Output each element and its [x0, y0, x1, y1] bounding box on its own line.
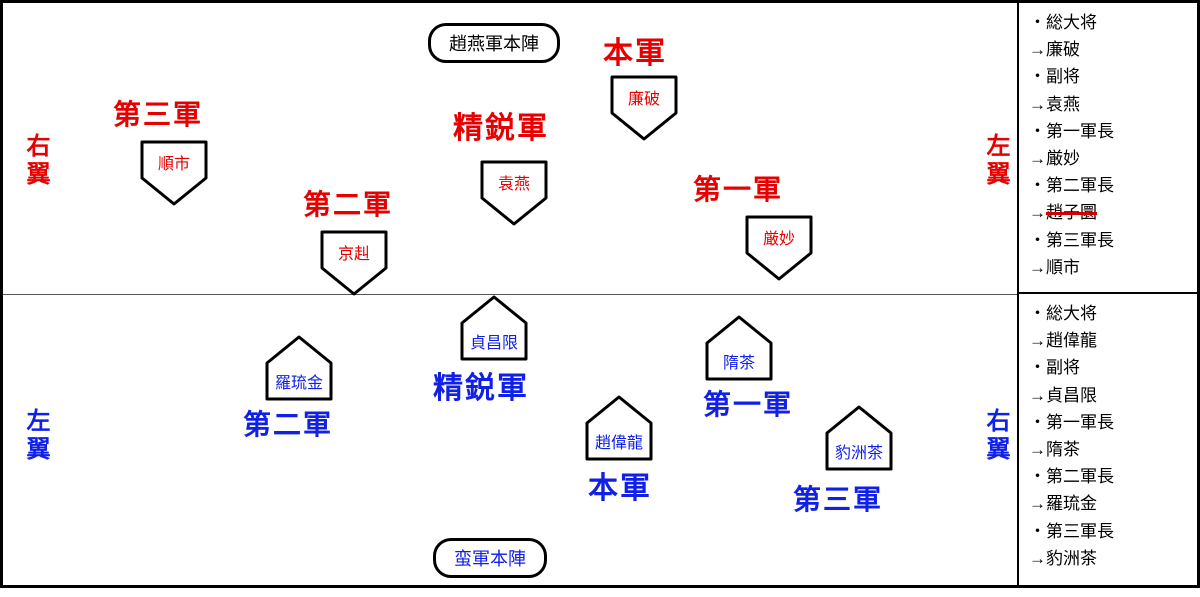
unit-commander-label: 趙偉龍 [595, 429, 643, 453]
sidebar: ・総大将→廉破・副将→袁燕・第一軍長→厳妙・第二軍長→趙子圜・第三軍長→順市 ・… [1017, 3, 1197, 585]
unit-title-blue1: 第一軍 [703, 383, 793, 423]
sidebar-line: →厳妙 [1029, 145, 1189, 172]
sidebar-line: ・第一軍長 [1029, 409, 1189, 436]
midline [3, 294, 1017, 295]
unit-commander-label: 京赳 [338, 240, 370, 264]
unit-title-blue2: 第二軍 [243, 403, 333, 443]
unit-commander-label: 羅琉金 [275, 369, 323, 393]
sidebar-line: ・副将 [1029, 354, 1189, 381]
sidebar-line: →趙子圜 [1029, 199, 1189, 226]
unit-commander-label: 厳妙 [763, 225, 795, 249]
sidebar-line: ・第二軍長 [1029, 172, 1189, 199]
bottom-hq-pill: 蛮軍本陣 [433, 538, 547, 578]
unit-title-blue3: 第三軍 [793, 478, 883, 518]
unit-red_elite: 袁燕 [478, 158, 550, 228]
sidebar-bottom-roster: ・総大将→趙偉龍・副将→貞昌限・第一軍長→隋茶・第二軍長→羅琉金・第三軍長→豹洲… [1019, 294, 1197, 597]
unit-title-blue_elite: 精鋭軍 [433, 363, 529, 407]
unit-commander-label: 豹洲茶 [835, 439, 883, 463]
sidebar-line: ・総大将 [1029, 9, 1189, 36]
sidebar-top-roster: ・総大将→廉破・副将→袁燕・第一軍長→厳妙・第二軍長→趙子圜・第三軍長→順市 [1019, 3, 1197, 294]
unit-blue_main: 趙偉龍 [583, 393, 655, 463]
wing-bot-left: 左翼 [18, 408, 53, 464]
unit-commander-label: 貞昌限 [470, 329, 518, 353]
sidebar-line: →豹洲茶 [1029, 545, 1189, 572]
unit-blue2: 羅琉金 [263, 333, 335, 403]
unit-title-red_elite: 精鋭軍 [453, 103, 549, 147]
unit-commander-label: 隋茶 [723, 349, 755, 373]
unit-blue1: 隋茶 [703, 313, 775, 383]
sidebar-line: →袁燕 [1029, 91, 1189, 118]
battlefield: 右翼 左翼 左翼 右翼 趙燕軍本陣 蛮軍本陣 順市第三軍 京赳第二軍 袁燕精鋭軍… [3, 3, 1017, 585]
unit-red_main: 廉破 [608, 73, 680, 143]
sidebar-line: →順市 [1029, 254, 1189, 281]
unit-red1: 厳妙 [743, 213, 815, 283]
sidebar-line: →隋茶 [1029, 436, 1189, 463]
top-hq-pill: 趙燕軍本陣 [428, 23, 560, 63]
sidebar-line: ・総大将 [1029, 300, 1189, 327]
unit-title-red2: 第二軍 [303, 183, 393, 223]
sidebar-line: →羅琉金 [1029, 490, 1189, 517]
unit-blue3: 豹洲茶 [823, 403, 895, 473]
unit-title-red1: 第一軍 [693, 168, 783, 208]
sidebar-line: →廉破 [1029, 36, 1189, 63]
wing-bot-right: 右翼 [978, 408, 1013, 464]
unit-red3: 順市 [138, 138, 210, 208]
sidebar-line: ・第一軍長 [1029, 118, 1189, 145]
unit-blue_elite: 貞昌限 [458, 293, 530, 363]
sidebar-line: ・第三軍長 [1029, 518, 1189, 545]
wing-top-right: 左翼 [978, 133, 1013, 189]
sidebar-line: ・第二軍長 [1029, 463, 1189, 490]
sidebar-line: ・第三軍長 [1029, 227, 1189, 254]
unit-title-red_main: 本軍 [603, 28, 667, 72]
unit-red2: 京赳 [318, 228, 390, 298]
unit-commander-label: 廉破 [628, 85, 660, 109]
unit-commander-label: 順市 [158, 150, 190, 174]
wing-top-left: 右翼 [18, 133, 53, 189]
unit-title-blue_main: 本軍 [588, 463, 652, 507]
sidebar-line: →趙偉龍 [1029, 327, 1189, 354]
unit-title-red3: 第三軍 [113, 93, 203, 133]
diagram-frame: ・総大将→廉破・副将→袁燕・第一軍長→厳妙・第二軍長→趙子圜・第三軍長→順市 ・… [0, 0, 1200, 588]
sidebar-line: →貞昌限 [1029, 382, 1189, 409]
unit-commander-label: 袁燕 [498, 170, 530, 194]
sidebar-line: ・副将 [1029, 63, 1189, 90]
